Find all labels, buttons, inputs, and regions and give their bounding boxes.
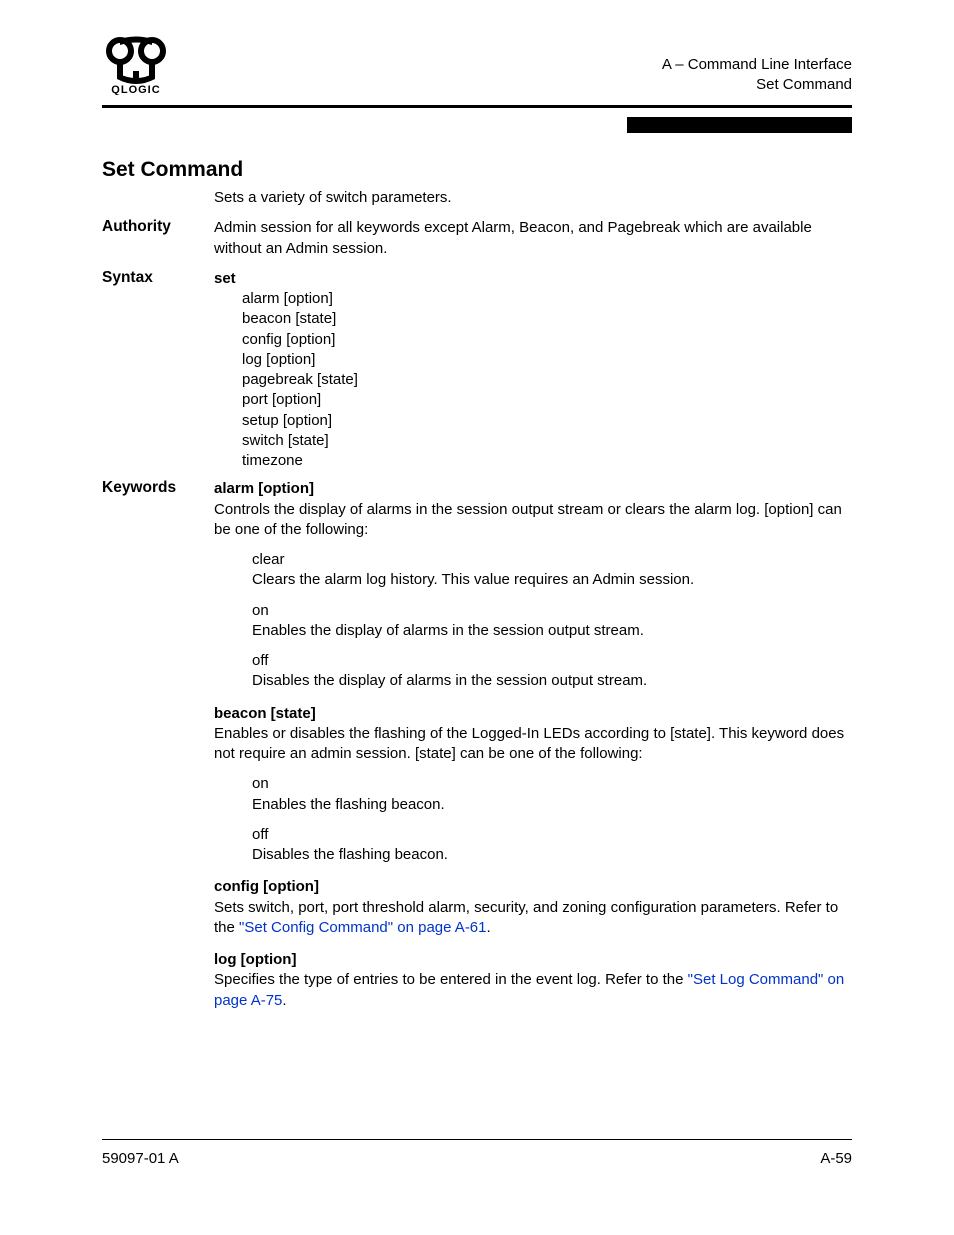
keyword-log-desc: Specifies the type of entries to be ente… xyxy=(214,970,852,1011)
syntax-opt: switch [state] xyxy=(242,431,852,451)
alarm-on-head: on xyxy=(252,601,852,621)
footer-rule xyxy=(102,1139,852,1141)
page-footer: 59097-01 A A-59 xyxy=(102,1139,852,1168)
alarm-on-desc: Enables the display of alarms in the ses… xyxy=(252,621,852,641)
keyword-alarm-head: alarm [option] xyxy=(214,479,852,499)
keyword-config-head: config [option] xyxy=(214,877,852,897)
log-desc-a: Specifies the type of entries to be ente… xyxy=(214,971,688,988)
authority-text: Admin session for all keywords except Al… xyxy=(214,218,852,259)
page-title: Set Command xyxy=(102,158,852,182)
syntax-opt: pagebreak [state] xyxy=(242,370,852,390)
syntax-command: set xyxy=(214,269,852,289)
set-config-link[interactable]: "Set Config Command" on page A-61 xyxy=(239,919,486,936)
syntax-options: alarm [option] beacon [state] config [op… xyxy=(214,289,852,471)
alarm-off-desc: Disables the display of alarms in the se… xyxy=(252,671,852,691)
keyword-log-head: log [option] xyxy=(214,950,852,970)
footer-page-num: A-59 xyxy=(820,1150,852,1167)
alarm-clear-head: clear xyxy=(252,550,852,570)
log-desc-b: . xyxy=(282,992,286,1009)
beacon-on-head: on xyxy=(252,774,852,794)
syntax-opt: setup [option] xyxy=(242,411,852,431)
thumb-tab xyxy=(627,117,852,133)
beacon-on-desc: Enables the flashing beacon. xyxy=(252,795,852,815)
syntax-opt: config [option] xyxy=(242,330,852,350)
authority-label: Authority xyxy=(102,218,214,236)
syntax-opt: port [option] xyxy=(242,390,852,410)
alarm-clear-desc: Clears the alarm log history. This value… xyxy=(252,570,852,590)
syntax-opt: beacon [state] xyxy=(242,309,852,329)
syntax-label: Syntax xyxy=(102,269,214,287)
config-desc-b: . xyxy=(487,919,491,936)
keyword-beacon-head: beacon [state] xyxy=(214,704,852,724)
intro-text: Sets a variety of switch parameters. xyxy=(214,188,852,208)
qlogic-logo: QLOGIC xyxy=(102,35,170,95)
footer-doc-id: 59097-01 A xyxy=(102,1150,179,1167)
page-header: QLOGIC A – Command Line Interface Set Co… xyxy=(102,35,852,101)
keywords-label: Keywords xyxy=(102,479,214,497)
syntax-opt: alarm [option] xyxy=(242,289,852,309)
syntax-opt: log [option] xyxy=(242,350,852,370)
header-chapter: A – Command Line Interface xyxy=(662,55,852,75)
keyword-beacon-desc: Enables or disables the flashing of the … xyxy=(214,724,852,765)
syntax-opt: timezone xyxy=(242,451,852,471)
header-section: Set Command xyxy=(662,75,852,95)
header-rule xyxy=(102,105,852,108)
keyword-config-desc: Sets switch, port, port threshold alarm,… xyxy=(214,898,852,939)
beacon-off-desc: Disables the flashing beacon. xyxy=(252,845,852,865)
svg-text:QLOGIC: QLOGIC xyxy=(111,84,160,95)
keyword-alarm-desc: Controls the display of alarms in the se… xyxy=(214,500,852,541)
beacon-off-head: off xyxy=(252,825,852,845)
alarm-off-head: off xyxy=(252,651,852,671)
